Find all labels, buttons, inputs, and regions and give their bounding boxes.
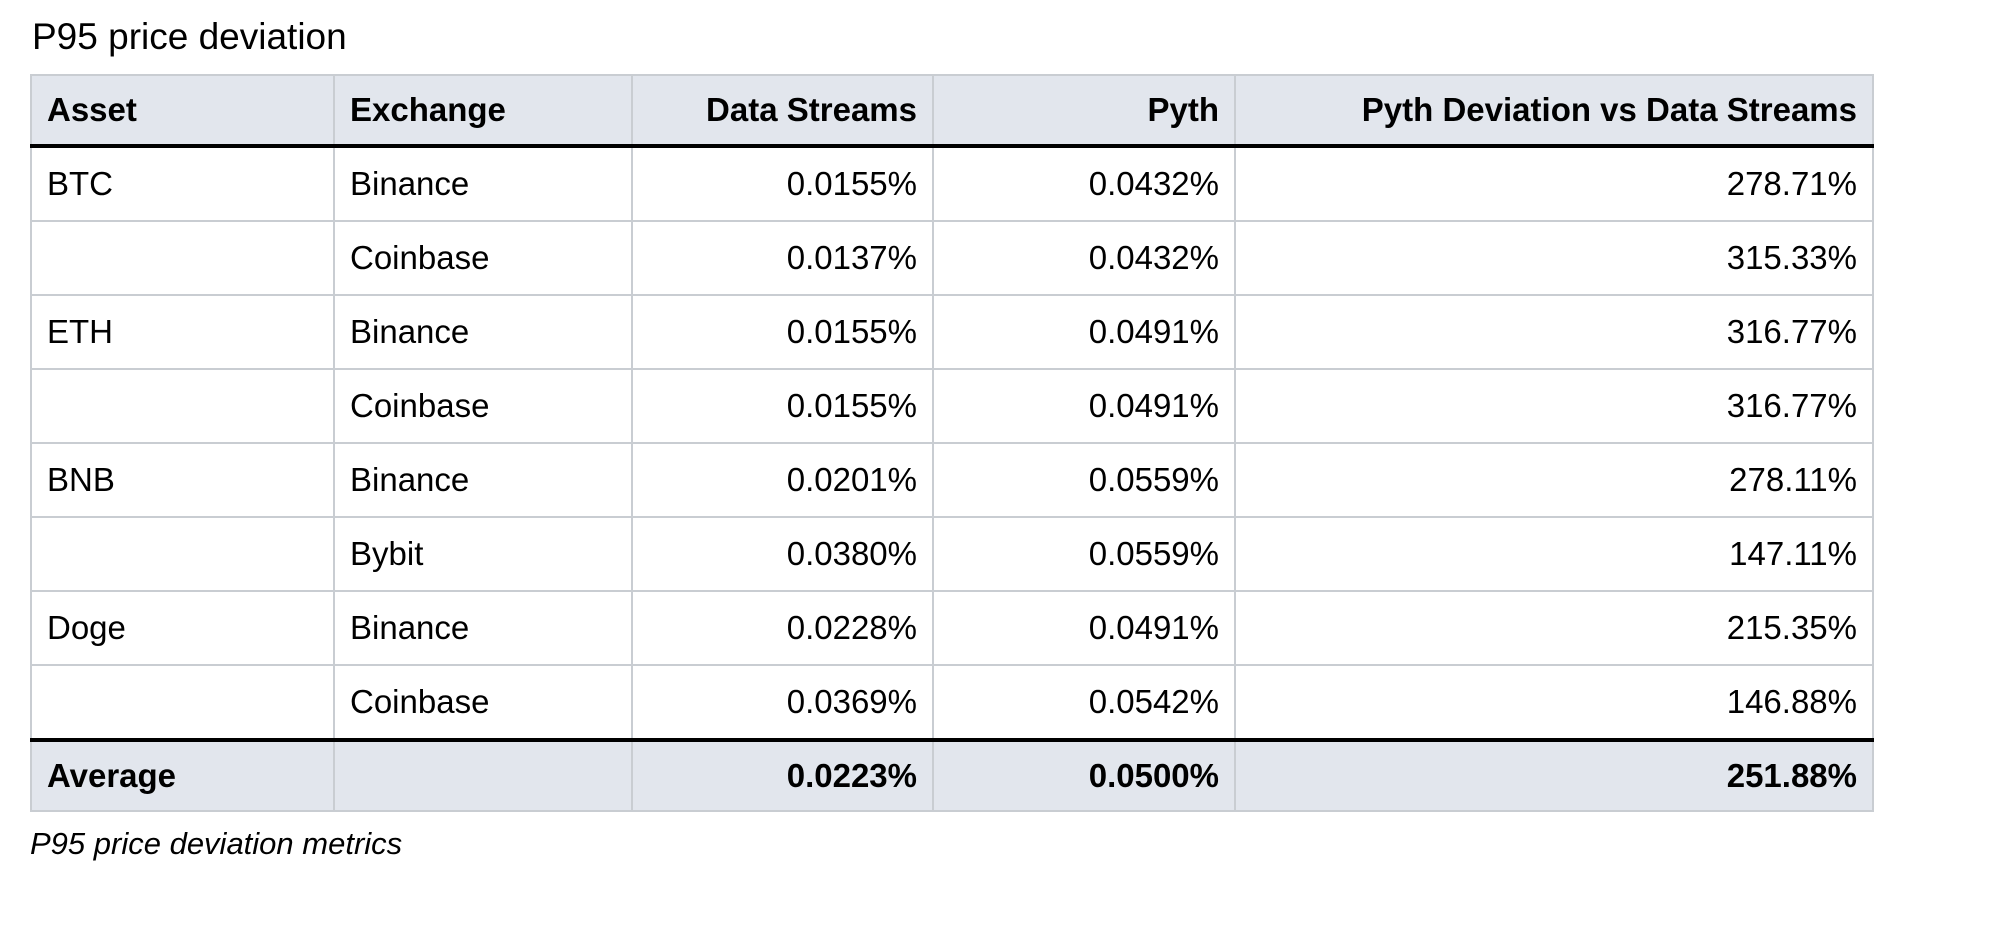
col-header-asset: Asset (30, 73, 335, 148)
cell-pyth: 0.0491% (932, 367, 1236, 444)
cell-deviation: 278.11% (1234, 441, 1874, 518)
cell-exchange: Binance (333, 144, 633, 222)
table-row: ETH Binance 0.0155% 0.0491% 316.77% (30, 293, 1874, 370)
cell-data-streams: 0.0155% (631, 293, 934, 370)
cell-exchange: Bybit (333, 515, 633, 592)
cell-average-pyth: 0.0500% (932, 738, 1236, 812)
table-row: Coinbase 0.0137% 0.0432% 315.33% (30, 219, 1874, 296)
average-row: Average 0.0223% 0.0500% 251.88% (30, 738, 1874, 812)
cell-pyth: 0.0542% (932, 663, 1236, 742)
cell-asset: ETH (30, 293, 335, 370)
table-header-row: Asset Exchange Data Streams Pyth Pyth De… (30, 73, 1874, 148)
cell-exchange: Binance (333, 293, 633, 370)
cell-pyth: 0.0559% (932, 515, 1236, 592)
cell-pyth: 0.0432% (932, 219, 1236, 296)
cell-pyth: 0.0491% (932, 589, 1236, 666)
cell-deviation: 315.33% (1234, 219, 1874, 296)
cell-asset: BNB (30, 441, 335, 518)
cell-asset (30, 663, 335, 742)
table-row: Bybit 0.0380% 0.0559% 147.11% (30, 515, 1874, 592)
table-row: Doge Binance 0.0228% 0.0491% 215.35% (30, 589, 1874, 666)
cell-pyth: 0.0559% (932, 441, 1236, 518)
cell-data-streams: 0.0155% (631, 144, 934, 222)
cell-data-streams: 0.0228% (631, 589, 934, 666)
cell-pyth: 0.0491% (932, 293, 1236, 370)
col-header-exchange: Exchange (333, 73, 633, 148)
cell-data-streams: 0.0380% (631, 515, 934, 592)
table-row: BTC Binance 0.0155% 0.0432% 278.71% (30, 144, 1874, 222)
table-title: P95 price deviation (32, 16, 347, 57)
cell-asset: Doge (30, 589, 335, 666)
cell-average-deviation: 251.88% (1234, 738, 1874, 812)
cell-data-streams: 0.0155% (631, 367, 934, 444)
col-header-pyth: Pyth (932, 73, 1236, 148)
cell-deviation: 316.77% (1234, 293, 1874, 370)
cell-asset (30, 367, 335, 444)
table-caption: P95 price deviation metrics (30, 825, 403, 861)
col-header-data-streams: Data Streams (631, 73, 934, 148)
cell-exchange: Binance (333, 441, 633, 518)
table-row: BNB Binance 0.0201% 0.0559% 278.11% (30, 441, 1874, 518)
cell-average-exchange (333, 738, 633, 812)
cell-exchange: Binance (333, 589, 633, 666)
cell-pyth: 0.0432% (932, 144, 1236, 222)
cell-data-streams: 0.0369% (631, 663, 934, 742)
cell-deviation: 146.88% (1234, 663, 1874, 742)
document-body: P95 price deviation Asset Exchange Data … (30, 16, 1874, 861)
cell-exchange: Coinbase (333, 663, 633, 742)
cell-average-label: Average (30, 738, 335, 812)
cell-asset (30, 515, 335, 592)
cell-deviation: 278.71% (1234, 144, 1874, 222)
col-header-deviation: Pyth Deviation vs Data Streams (1234, 73, 1874, 148)
p95-deviation-table: Asset Exchange Data Streams Pyth Pyth De… (30, 73, 1874, 812)
table-row: Coinbase 0.0369% 0.0542% 146.88% (30, 663, 1874, 742)
cell-data-streams: 0.0201% (631, 441, 934, 518)
cell-deviation: 215.35% (1234, 589, 1874, 666)
cell-exchange: Coinbase (333, 367, 633, 444)
cell-asset (30, 219, 335, 296)
cell-average-data-streams: 0.0223% (631, 738, 934, 812)
cell-deviation: 316.77% (1234, 367, 1874, 444)
table-row: Coinbase 0.0155% 0.0491% 316.77% (30, 367, 1874, 444)
cell-asset: BTC (30, 144, 335, 222)
cell-data-streams: 0.0137% (631, 219, 934, 296)
cell-exchange: Coinbase (333, 219, 633, 296)
cell-deviation: 147.11% (1234, 515, 1874, 592)
